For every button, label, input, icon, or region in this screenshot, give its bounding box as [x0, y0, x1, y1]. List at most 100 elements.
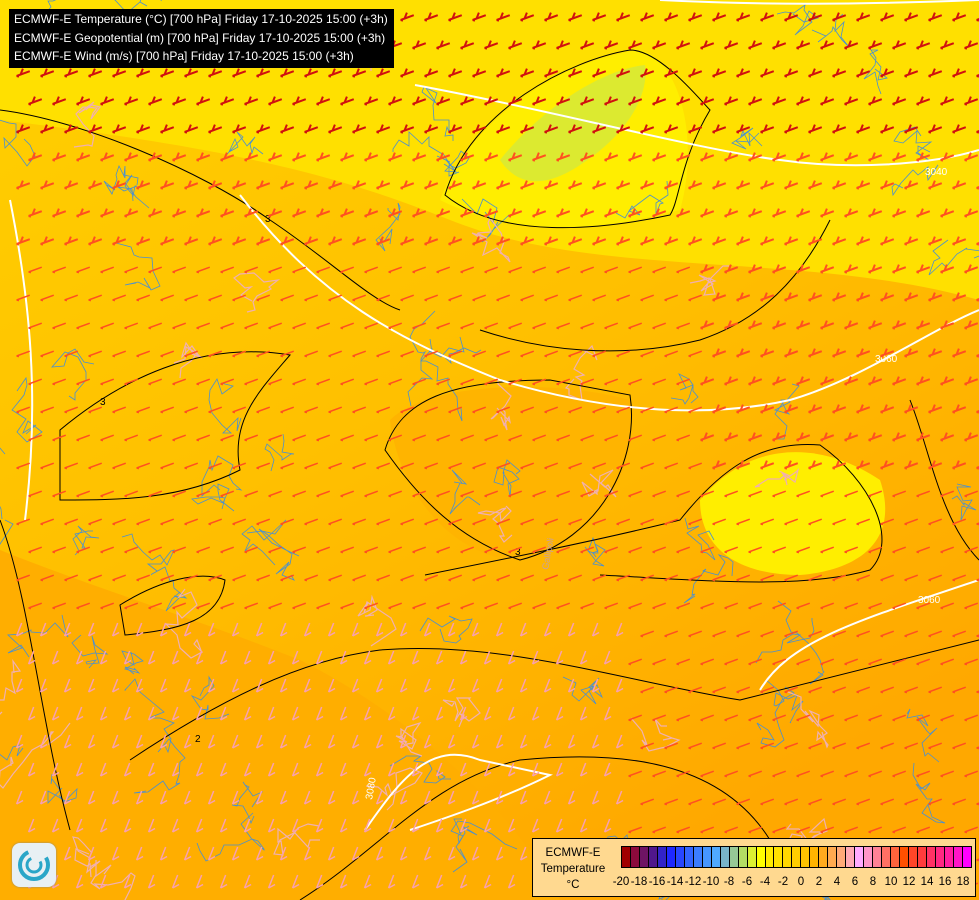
wind-barb: [436, 40, 451, 50]
wind-barb: [111, 622, 120, 637]
wind-barb: [784, 404, 799, 414]
wind-barb: [844, 546, 859, 554]
wind-barb: [232, 518, 247, 526]
wind-barb: [628, 490, 643, 498]
wind-barb: [556, 378, 571, 386]
wind-barb: [160, 350, 175, 358]
wind-barb: [268, 208, 283, 218]
wind-barb: [339, 818, 348, 833]
wind-barb: [280, 236, 295, 246]
wind-barb: [27, 762, 36, 777]
wind-barb: [603, 650, 612, 665]
wind-barb: [87, 790, 96, 805]
wind-barb: [844, 602, 859, 610]
river: [115, 242, 161, 291]
wind-barb: [544, 68, 559, 78]
river: [756, 686, 795, 748]
wind-barb: [808, 686, 823, 694]
wind-barb: [555, 818, 564, 833]
wind-barb: [724, 490, 739, 498]
wind-barb: [904, 292, 919, 302]
wind-barb: [772, 658, 787, 666]
wind-barb: [880, 742, 895, 750]
wind-barb: [376, 574, 391, 582]
wind-barb: [448, 574, 463, 582]
wind-barb: [195, 818, 204, 833]
wind-barb: [136, 236, 151, 246]
wind-barb: [88, 124, 103, 134]
wind-barb: [411, 650, 420, 665]
wind-barb: [363, 706, 372, 721]
border: [490, 380, 512, 431]
wind-barb: [868, 264, 883, 274]
wind-barb: [748, 320, 763, 330]
border: [357, 594, 397, 647]
wind-barb: [483, 762, 492, 777]
wind-barb: [172, 602, 187, 610]
legend-tick-label: -18: [630, 876, 648, 888]
wind-barb: [712, 742, 727, 750]
wind-barb: [592, 406, 607, 414]
wind-barb: [423, 622, 432, 637]
color-cell: [882, 847, 892, 867]
wind-barb: [664, 630, 679, 638]
wind-barb: [279, 678, 288, 693]
wind-barb: [916, 770, 931, 778]
wind-barb: [424, 12, 439, 22]
wind-barb: [136, 294, 151, 302]
wind-barb: [688, 294, 703, 302]
wind-barb: [208, 406, 223, 414]
wind-barb: [28, 152, 43, 162]
wind-barb: [436, 152, 451, 162]
wind-barb: [315, 706, 324, 721]
wind-barb: [568, 236, 583, 246]
wind-barb: [808, 404, 823, 414]
wind-barb: [327, 734, 336, 749]
legend-tick-label: -4: [759, 876, 771, 888]
wind-barb: [832, 460, 847, 470]
wind-barb: [435, 706, 444, 721]
wind-barb: [27, 818, 36, 833]
wind-barb: [904, 68, 919, 78]
wind-barb: [604, 434, 619, 442]
wind-barb: [760, 12, 775, 22]
wind-barb: [28, 322, 43, 330]
wind-barb: [928, 630, 943, 638]
wind-barb: [375, 678, 384, 693]
river: [133, 738, 186, 794]
wind-barb: [160, 462, 175, 470]
wind-barb: [688, 630, 703, 638]
wind-barb: [591, 678, 600, 693]
wind-barb: [136, 68, 151, 78]
wind-barb: [760, 518, 775, 526]
wind-barb: [579, 706, 588, 721]
wind-barb: [604, 96, 619, 106]
wind-barb: [316, 152, 331, 162]
wind-barb: [892, 602, 907, 610]
wind-barb: [868, 658, 883, 666]
wind-barb: [75, 818, 84, 833]
geopotential-contours: [9, 0, 979, 831]
wind-barb: [700, 264, 715, 274]
river: [258, 528, 300, 581]
wind-barb: [628, 266, 643, 274]
wind-barb: [87, 734, 96, 749]
wind-barb: [832, 292, 847, 302]
wind-barb: [508, 546, 523, 554]
wind-barb: [760, 742, 775, 750]
wind-barb: [100, 152, 115, 162]
wind-barb: [868, 432, 883, 442]
wind-barb: [772, 96, 787, 106]
wind-barb: [616, 518, 631, 526]
wind-barb: [304, 350, 319, 358]
wind-barb: [880, 68, 895, 78]
wind-barb: [268, 152, 283, 162]
wind-barb: [160, 124, 175, 134]
wind-barb: [592, 236, 607, 246]
wind-barb: [892, 490, 907, 498]
wind-barb: [316, 602, 331, 610]
wind-barb: [928, 124, 943, 134]
wind-barb: [579, 818, 588, 833]
swirl-icon: [18, 849, 50, 881]
